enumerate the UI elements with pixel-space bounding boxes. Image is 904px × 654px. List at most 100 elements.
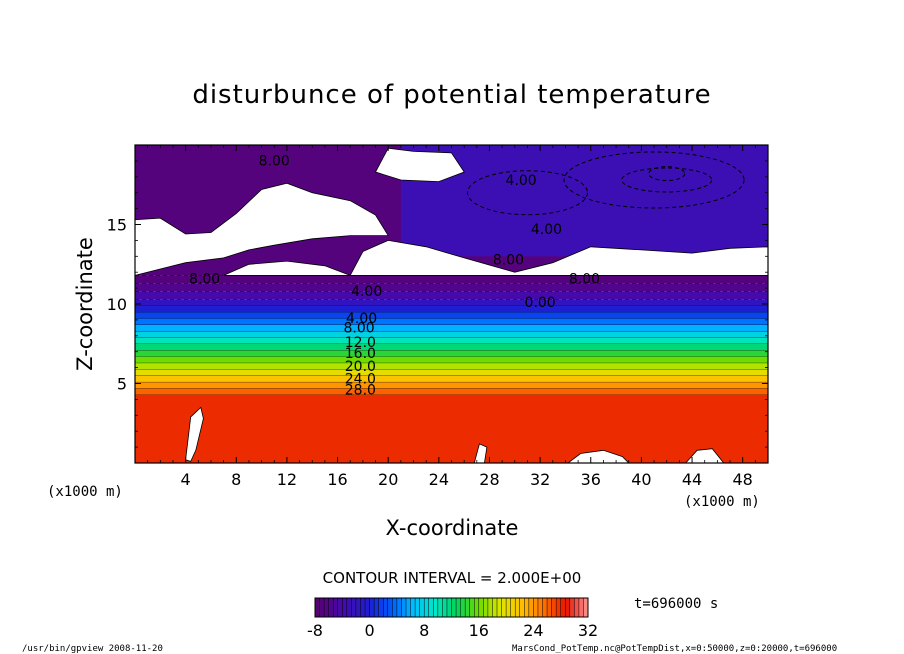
y-tick-label: 10 (107, 295, 127, 314)
colorbar-swatch (469, 598, 475, 617)
colorbar-swatch (324, 598, 329, 617)
y-unit-label: (x1000 m) (47, 484, 123, 500)
contour-label: 4.00 (506, 173, 537, 189)
colorbar-swatch (383, 598, 389, 617)
colorbar-swatch (378, 598, 384, 617)
blank-region-left (135, 182, 389, 276)
blank-region-bottom-2 (473, 443, 488, 463)
colorbar-swatch (337, 598, 343, 617)
footer-right: MarsCond_PotTemp.nc@PotTempDist,x=0:5000… (512, 644, 837, 654)
colorbar-swatch (542, 598, 548, 617)
chart-title: disturbunce of potential temperature (192, 80, 711, 110)
blank-region-bottom-1 (185, 406, 204, 462)
colorbar-tick-label: 16 (469, 621, 489, 640)
contour-label: 28.0 (345, 383, 376, 399)
colorbar: -8 0 8 16 24 32 (307, 597, 598, 640)
x-axis-label: X-coordinate (386, 516, 519, 540)
colorbar-swatch (428, 598, 434, 617)
contour-label: 24.0 (345, 372, 376, 388)
colorbar-swatch (492, 598, 498, 617)
colorbar-swatch (415, 598, 420, 617)
colorbar-swatch (556, 598, 561, 617)
contour-label: 8.00 (569, 271, 600, 287)
time-text: t=696000 s (634, 596, 718, 612)
layer-band (135, 275, 768, 284)
colorbar-swatch (551, 598, 557, 617)
colorbar-swatch (533, 598, 539, 617)
blank-region-mid (223, 260, 351, 276)
colorbar-swatch (565, 598, 571, 617)
x-tick-label: 32 (530, 470, 550, 489)
colorbar-swatch (374, 598, 379, 617)
layer-band (135, 318, 768, 325)
colorbar-swatch (401, 598, 407, 617)
layer-band (135, 291, 768, 300)
colorbar-swatch (369, 598, 375, 617)
contour-label: 0.00 (525, 295, 556, 311)
layer-band (135, 394, 768, 463)
layer-band (135, 311, 768, 319)
colorbar-tick-label: 8 (419, 621, 429, 640)
colorbar-swatch (424, 598, 430, 617)
colorbar-tick-label: 32 (578, 621, 598, 640)
x-tick-label: 8 (231, 470, 241, 489)
blank-region-bottom-4 (685, 448, 725, 463)
x-tick-label: 28 (479, 470, 499, 489)
x-tick-label: 24 (429, 470, 449, 489)
contour-label: 8.00 (343, 321, 374, 337)
colorbar-swatch (537, 598, 543, 617)
layer-band (135, 331, 768, 338)
colorbar-swatch (392, 598, 398, 617)
x-tick-label: 20 (378, 470, 398, 489)
contour-loop (621, 167, 713, 193)
colorbar-swatch (360, 598, 366, 617)
colorbar-swatch (442, 598, 448, 617)
layer-band (135, 283, 768, 292)
x-tick-label: 44 (682, 470, 702, 489)
y-tick-label: 15 (107, 216, 127, 235)
plot-area: 8.004.004.008.008.00 8.004.000.004.008.00… (135, 145, 768, 463)
colorbar-swatch (387, 598, 393, 617)
x-tick-label: 36 (581, 470, 601, 489)
contour-label: 8.00 (189, 271, 220, 287)
layer-band (135, 337, 768, 344)
colorbar-swatch (396, 598, 402, 617)
contour-label: 20.0 (345, 359, 376, 375)
layer-band (135, 299, 768, 306)
x-tick-label: 40 (631, 470, 651, 489)
colorbar-swatch (524, 598, 530, 617)
upper-right-field (400, 145, 768, 257)
y-axis: 5 10 15 (107, 160, 768, 448)
colorbar-swatch (351, 598, 357, 617)
colorbar-swatch (437, 598, 443, 617)
contour-label: 8.00 (493, 252, 524, 268)
layer-band (135, 369, 768, 376)
x-tick-label: 16 (327, 470, 347, 489)
contour-label: 12.0 (345, 335, 376, 351)
layer-band (135, 362, 768, 370)
colorbar-tick-label: 0 (365, 621, 375, 640)
colorbar-swatch (474, 598, 480, 617)
colorbar-swatch (342, 598, 348, 617)
colorbar-swatch (510, 598, 516, 617)
layer-band (135, 350, 768, 357)
colorbar-swatch (355, 598, 361, 617)
y-axis-label: Z-coordinate (73, 237, 97, 371)
colorbar-swatch (456, 598, 461, 617)
contour-interval-text: CONTOUR INTERVAL = 2.000E+00 (323, 569, 582, 587)
colorbar-swatch (547, 598, 552, 617)
layer-band (135, 305, 768, 312)
colorbar-swatch (460, 598, 466, 617)
contour-label: 4.00 (531, 222, 562, 238)
colorbar-swatch (406, 598, 411, 617)
colorbar-swatch (419, 598, 425, 617)
colorbar-swatch (506, 598, 511, 617)
layer-band (135, 381, 768, 389)
contour-loop (648, 166, 686, 182)
colorbar-swatch (574, 598, 580, 617)
colorbar-swatch (346, 598, 352, 617)
x-unit-label: (x1000 m) (684, 494, 760, 510)
colorbar-swatch (319, 598, 325, 617)
colorbar-swatch (560, 598, 566, 617)
colorbar-swatch (483, 598, 489, 617)
